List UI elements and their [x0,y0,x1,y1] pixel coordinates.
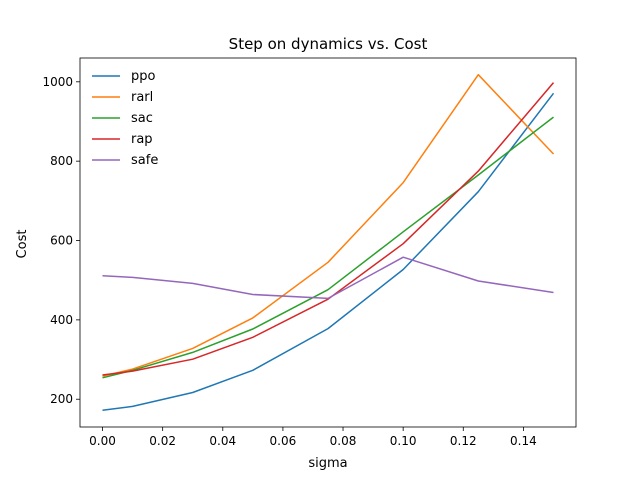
legend-label-ppo: ppo [131,69,156,84]
x-tick-label: 0.02 [149,434,176,448]
legend-label-rarl: rarl [131,90,153,105]
legend-label-sac: sac [131,111,153,126]
y-tick-label: 1000 [42,75,73,89]
y-tick-label: 600 [50,234,73,248]
y-tick-label: 400 [50,313,73,327]
x-tick-label: 0.14 [510,434,537,448]
legend: ppo rarl sac rap safe [92,69,158,168]
y-axis-label: Cost [15,230,30,259]
series-line-safe [102,256,554,300]
x-tick-label: 0.06 [270,434,297,448]
plot-frame [79,57,577,428]
series-line-sac [102,116,554,379]
x-tick-label: 0.10 [390,434,417,448]
series-line-rap [102,82,555,376]
legend-label-rap: rap [131,132,153,147]
x-tick-label: 0.04 [209,434,236,448]
chart-title: Step on dynamics vs. Cost [229,35,428,53]
series-line-ppo [102,92,555,412]
legend-label-safe: safe [131,153,158,168]
x-tick-label: 0.00 [89,434,116,448]
x-tick-label: 0.08 [330,434,357,448]
y-tick-label: 200 [50,392,73,406]
y-tick-label: 800 [50,154,73,168]
series-line-rarl [102,73,555,377]
x-axis-label: sigma [308,456,347,471]
plot-area: 0.00 0.02 0.04 0.06 0.08 0.10 0.12 0.14 200 400 60… [42,57,577,448]
x-tick-label: 0.12 [450,434,477,448]
